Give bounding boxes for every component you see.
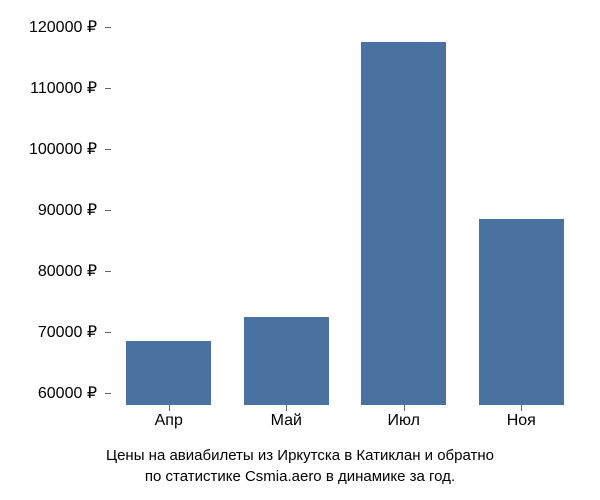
y-tick xyxy=(105,149,111,150)
x-axis-label: Июл xyxy=(388,412,420,430)
x-axis: Апр Май Июл Ноя xyxy=(110,412,580,437)
y-axis: 60000 ₽ 70000 ₽ 80000 ₽ 90000 ₽ 100000 ₽ 1100… xyxy=(0,15,105,405)
y-tick xyxy=(105,210,111,211)
y-tick xyxy=(105,271,111,272)
y-axis-label: 80000 ₽ xyxy=(38,261,97,281)
y-axis-label: 100000 ₽ xyxy=(29,139,97,159)
y-axis-label: 90000 ₽ xyxy=(38,200,97,220)
caption-line-2: по статистике Csmia.aero в динамике за г… xyxy=(0,466,600,487)
bar xyxy=(361,42,446,405)
x-axis-label: Май xyxy=(271,412,302,430)
plot-area xyxy=(110,15,580,405)
bar xyxy=(126,341,211,405)
y-tick xyxy=(105,88,111,89)
x-tick xyxy=(521,405,522,411)
y-axis-label: 110000 ₽ xyxy=(30,78,97,98)
price-chart: 60000 ₽ 70000 ₽ 80000 ₽ 90000 ₽ 100000 ₽ 1100… xyxy=(0,0,600,500)
x-axis-label: Ноя xyxy=(507,412,536,430)
y-axis-label: 60000 ₽ xyxy=(38,383,97,403)
y-axis-label: 70000 ₽ xyxy=(38,322,97,342)
y-tick xyxy=(105,27,111,28)
caption-line-1: Цены на авиабилеты из Иркутска в Катикла… xyxy=(0,445,600,466)
x-tick xyxy=(169,405,170,411)
y-axis-label: 120000 ₽ xyxy=(29,17,97,37)
y-tick xyxy=(105,393,111,394)
x-tick xyxy=(286,405,287,411)
bar xyxy=(479,219,564,405)
x-tick xyxy=(404,405,405,411)
y-tick xyxy=(105,332,111,333)
bar xyxy=(244,317,329,405)
x-axis-label: Апр xyxy=(155,412,183,430)
